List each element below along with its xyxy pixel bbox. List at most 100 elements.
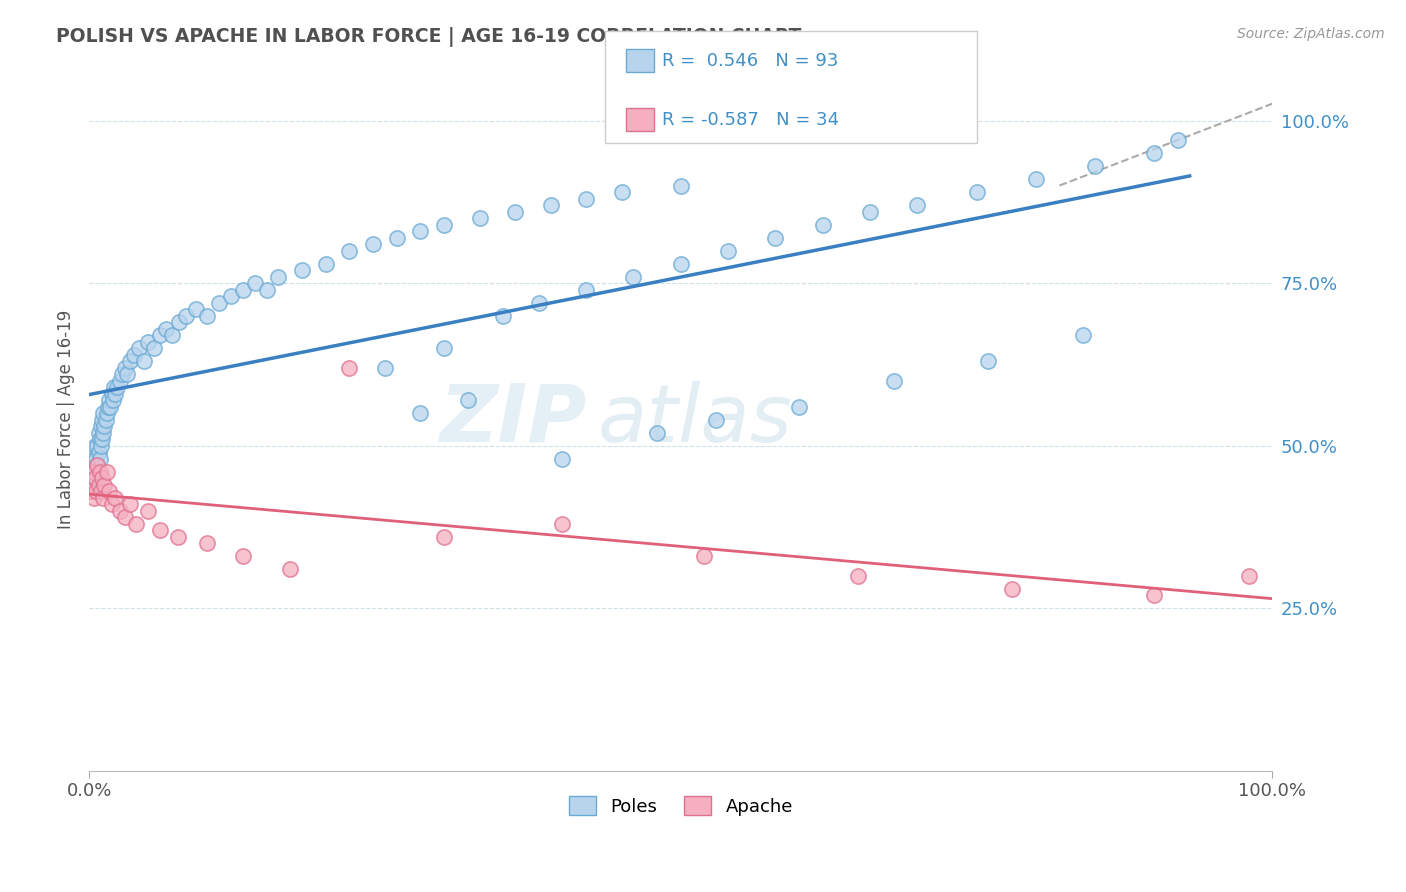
Text: ZIP: ZIP — [439, 381, 586, 458]
Point — [125, 516, 148, 531]
Point — [91, 406, 114, 420]
Point — [89, 451, 111, 466]
Point — [883, 374, 905, 388]
Point — [86, 458, 108, 472]
Point — [184, 302, 207, 317]
Point — [98, 400, 121, 414]
Point — [122, 348, 145, 362]
Point — [104, 491, 127, 505]
Point — [1167, 133, 1189, 147]
Point — [966, 185, 988, 199]
Point — [160, 328, 183, 343]
Point — [166, 530, 188, 544]
Point — [96, 406, 118, 420]
Point — [374, 360, 396, 375]
Point — [409, 224, 432, 238]
Point — [94, 412, 117, 426]
Point — [82, 471, 104, 485]
Point — [433, 341, 456, 355]
Point — [143, 341, 166, 355]
Legend: Poles, Apache: Poles, Apache — [560, 788, 801, 825]
Point — [339, 244, 361, 258]
Point — [846, 568, 869, 582]
Point — [108, 503, 131, 517]
Point — [107, 380, 129, 394]
Point — [93, 419, 115, 434]
Point — [385, 230, 408, 244]
Point — [84, 471, 107, 485]
Point — [1001, 582, 1024, 596]
Point — [87, 445, 110, 459]
Point — [100, 386, 122, 401]
Point — [90, 419, 112, 434]
Point — [503, 204, 526, 219]
Point — [291, 263, 314, 277]
Point — [717, 244, 740, 258]
Point — [83, 477, 105, 491]
Point — [101, 393, 124, 408]
Point — [468, 211, 491, 225]
Point — [100, 497, 122, 511]
Point — [256, 283, 278, 297]
Point — [1143, 588, 1166, 602]
Point — [645, 425, 668, 440]
Point — [167, 315, 190, 329]
Point — [409, 406, 432, 420]
Point — [87, 425, 110, 440]
Point — [540, 198, 562, 212]
Point — [339, 360, 361, 375]
Point — [765, 230, 787, 244]
Y-axis label: In Labor Force | Age 16-19: In Labor Force | Age 16-19 — [58, 310, 75, 529]
Point — [120, 497, 142, 511]
Point — [97, 400, 120, 414]
Point — [104, 386, 127, 401]
Point — [86, 458, 108, 472]
Text: R = -0.587   N = 34: R = -0.587 N = 34 — [662, 111, 839, 128]
Point — [103, 380, 125, 394]
Point — [457, 393, 479, 408]
Point — [811, 218, 834, 232]
Point — [91, 471, 114, 485]
Text: atlas: atlas — [598, 381, 793, 458]
Point — [136, 334, 159, 349]
Point — [84, 465, 107, 479]
Point — [527, 295, 550, 310]
Point — [108, 374, 131, 388]
Point — [89, 432, 111, 446]
Point — [1237, 568, 1260, 582]
Point — [149, 328, 172, 343]
Point — [84, 471, 107, 485]
Point — [98, 393, 121, 408]
Text: R =  0.546   N = 93: R = 0.546 N = 93 — [662, 52, 838, 70]
Point — [361, 237, 384, 252]
Point — [243, 276, 266, 290]
Point — [859, 204, 882, 219]
Point — [80, 484, 103, 499]
Point — [232, 283, 254, 297]
Point — [1071, 328, 1094, 343]
Point — [623, 269, 645, 284]
Point — [551, 516, 574, 531]
Point — [93, 477, 115, 491]
Point — [977, 354, 1000, 368]
Point — [136, 503, 159, 517]
Point — [98, 484, 121, 499]
Point — [219, 289, 242, 303]
Point — [87, 477, 110, 491]
Point — [278, 562, 301, 576]
Point — [1143, 146, 1166, 161]
Point — [433, 530, 456, 544]
Point — [90, 439, 112, 453]
Point — [83, 491, 105, 505]
Point — [267, 269, 290, 284]
Point — [208, 295, 231, 310]
Point — [907, 198, 929, 212]
Point — [82, 465, 104, 479]
Point — [86, 439, 108, 453]
Point — [132, 354, 155, 368]
Point — [433, 218, 456, 232]
Point — [492, 309, 515, 323]
Point — [197, 536, 219, 550]
Point — [155, 321, 177, 335]
Point — [83, 451, 105, 466]
